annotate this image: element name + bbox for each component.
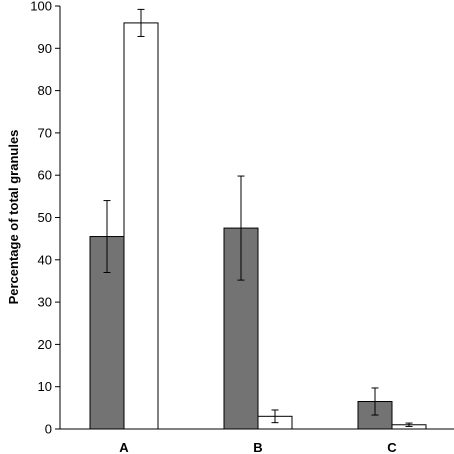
y-tick-label-60: 60 (38, 168, 52, 183)
error-bar-b-series-2 (271, 409, 279, 424)
x-category-label-c: C (387, 440, 397, 454)
error-bar-c-series-2 (405, 422, 413, 427)
y-ticks-layer: 0 10 20 30 40 50 60 70 80 90 100 (30, 0, 60, 437)
bars-layer (89, 22, 427, 430)
error-bar-c-series-1 (371, 387, 379, 416)
y-tick-label-30: 30 (38, 295, 52, 310)
error-bar-a-series-1 (103, 200, 111, 273)
y-tick-label-40: 40 (38, 252, 52, 267)
y-tick-label-90: 90 (38, 41, 52, 56)
y-tick-label-50: 50 (38, 210, 52, 225)
y-tick-label-70: 70 (38, 125, 52, 140)
y-axis-title: Percentage of total granules (6, 130, 21, 305)
x-category-label-a: A (119, 440, 129, 454)
x-category-labels: A B C (119, 440, 397, 454)
y-tick-label-20: 20 (38, 337, 52, 352)
y-tick-label-80: 80 (38, 83, 52, 98)
error-bar-b-series-1 (237, 175, 245, 281)
bar-a-series-2 (123, 22, 159, 430)
error-bar-a-series-2 (137, 8, 145, 37)
error-bars-layer (103, 8, 413, 427)
y-tick-label-10: 10 (38, 379, 52, 394)
x-category-label-b: B (253, 440, 262, 454)
y-tick-label-100: 100 (30, 0, 52, 14)
y-tick-label-0: 0 (45, 422, 52, 437)
